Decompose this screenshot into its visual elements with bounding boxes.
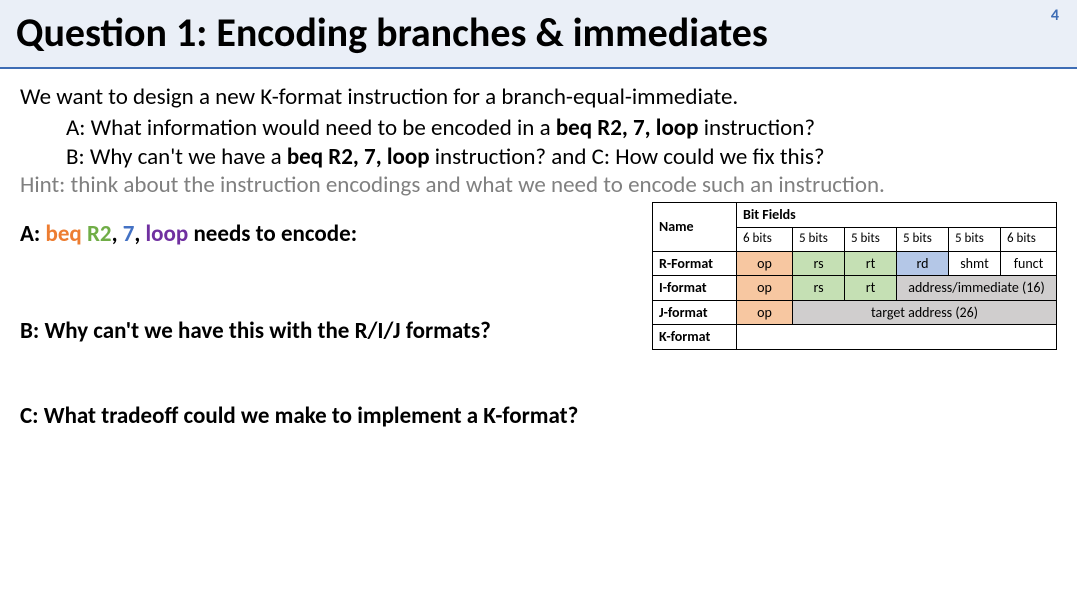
slide-title: Question 1: Encoding branches & immediat…: [16, 8, 768, 57]
qA-post: instruction?: [699, 114, 816, 142]
bits-5c: 5 bits: [897, 227, 949, 251]
i-rs: rs: [793, 276, 845, 301]
qA-instr: beq R2, 7, loop: [556, 114, 699, 142]
format-table: Name Bit Fields 6 bits 5 bits 5 bits 5 b…: [652, 202, 1057, 350]
r-shmt: shmt: [949, 251, 1001, 276]
question-a-line: A: What information would need to be enc…: [20, 114, 1057, 143]
k-name: K-format: [653, 325, 737, 350]
i-name: I-format: [653, 276, 737, 301]
bits-5b: 5 bits: [845, 227, 897, 251]
qA-pre: A: What information would need to be enc…: [66, 114, 556, 142]
bits-5a: 5 bits: [793, 227, 845, 251]
section-a-heading: A: beq R2, 7, loop needs to encode:: [20, 220, 632, 249]
qB-post: instruction? and C: How could we fix thi…: [430, 143, 825, 171]
r-format-row: R-Format op rs rt rd shmt funct: [653, 251, 1057, 276]
secA-c1: ,: [112, 220, 123, 248]
colored-beq: beq: [45, 220, 81, 248]
qB-instr: beq R2, 7, loop: [287, 143, 430, 171]
r-rs: rs: [793, 251, 845, 276]
slide-body: We want to design a new K-format instruc…: [0, 69, 1077, 430]
j-format-row: J-format op target address (26): [653, 300, 1057, 325]
hint-line: Hint: think about the instruction encodi…: [20, 171, 1057, 200]
secA-pre: A:: [20, 220, 45, 248]
i-rt: rt: [845, 276, 897, 301]
j-name: J-format: [653, 300, 737, 325]
section-b-heading: B: Why can't we have this with the R/I/J…: [20, 317, 632, 346]
i-op: op: [737, 276, 793, 301]
colored-7: 7: [123, 220, 135, 248]
table-header-row: Name Bit Fields: [653, 203, 1057, 228]
bits-6b: 6 bits: [1001, 227, 1057, 251]
secA-post: needs to encode:: [188, 220, 357, 248]
j-op: op: [737, 300, 793, 325]
k-blank: [737, 325, 1057, 350]
bits-5d: 5 bits: [949, 227, 1001, 251]
colored-r2: R2: [87, 220, 112, 248]
bits-6a: 6 bits: [737, 227, 793, 251]
colored-loop: loop: [146, 220, 189, 248]
question-b-line: B: Why can't we have a beq R2, 7, loop i…: [20, 143, 1057, 172]
hdr-name: Name: [653, 203, 737, 252]
j-target: target address (26): [793, 300, 1057, 325]
title-bar: Question 1: Encoding branches & immediat…: [0, 0, 1077, 69]
hdr-bitfields: Bit Fields: [737, 203, 1057, 228]
page-number: 4: [1051, 6, 1059, 25]
r-name: R-Format: [653, 251, 737, 276]
intro-line: We want to design a new K-format instruc…: [20, 83, 1057, 112]
r-op: op: [737, 251, 793, 276]
r-rt: rt: [845, 251, 897, 276]
r-rd: rd: [897, 251, 949, 276]
i-addr: address/immediate (16): [897, 276, 1057, 301]
section-c-heading: C: What tradeoff could we make to implem…: [20, 402, 632, 431]
format-table-wrap: Name Bit Fields 6 bits 5 bits 5 bits 5 b…: [652, 202, 1057, 350]
k-format-row: K-format: [653, 325, 1057, 350]
i-format-row: I-format op rs rt address/immediate (16): [653, 276, 1057, 301]
qB-pre: B: Why can't we have a: [66, 143, 287, 171]
r-funct: funct: [1001, 251, 1057, 276]
secA-c2: ,: [134, 220, 145, 248]
